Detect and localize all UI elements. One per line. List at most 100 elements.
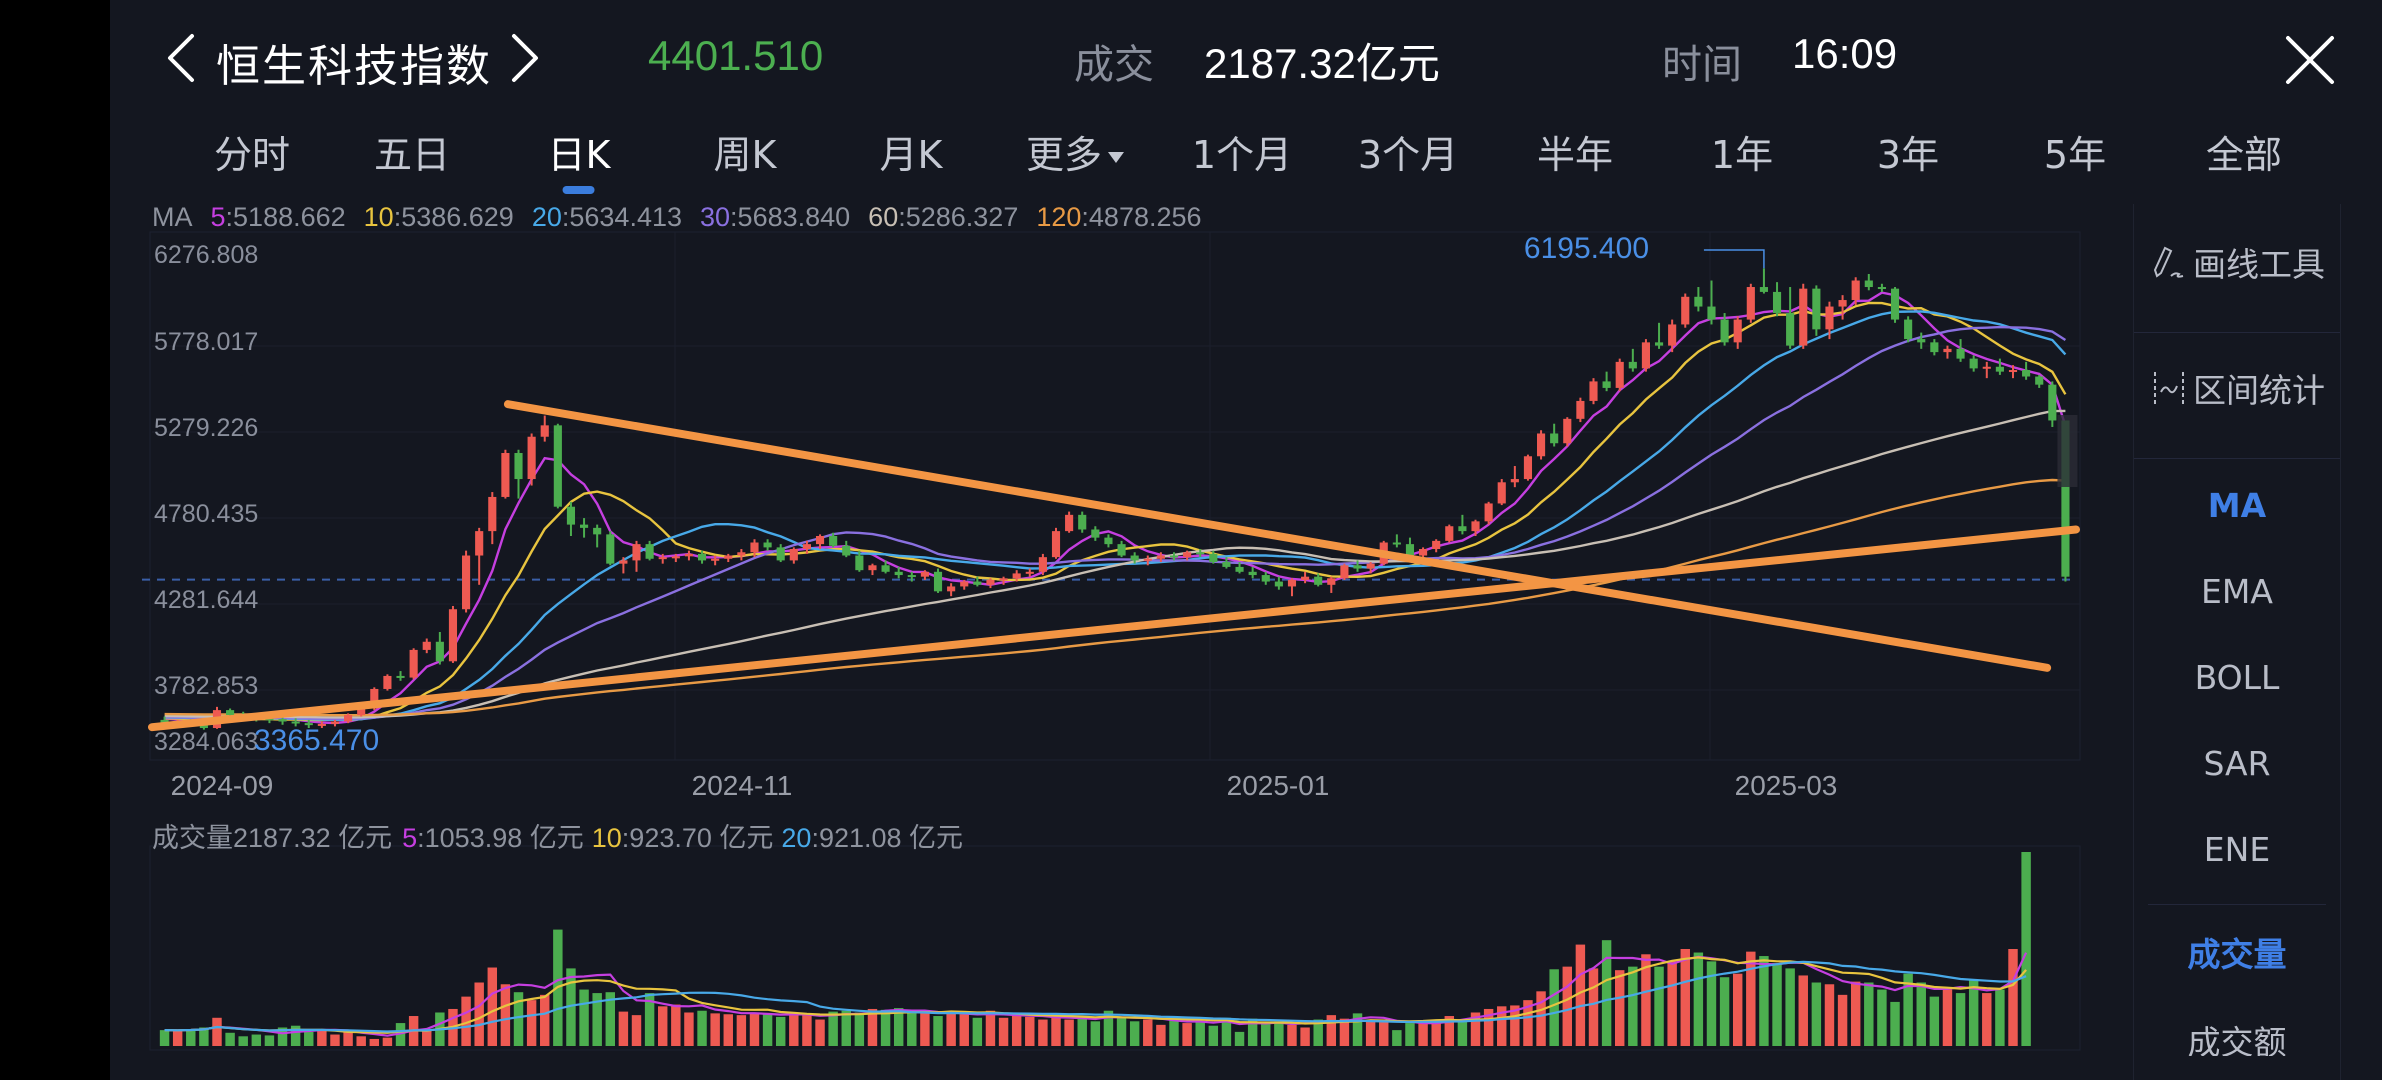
indicator-ene[interactable]: ENE bbox=[2203, 830, 2271, 869]
current-price: 4401.510 bbox=[648, 32, 824, 79]
volume-bar bbox=[605, 992, 616, 1046]
y-tick-label: 3782.853 bbox=[154, 672, 259, 700]
legend-item: 120:4878.256 bbox=[1036, 202, 1201, 232]
tab-2[interactable]: 日K bbox=[548, 124, 610, 194]
candle-body bbox=[973, 581, 982, 585]
volume-plot-frame bbox=[149, 845, 2081, 1051]
range-stats-icon bbox=[2154, 372, 2184, 404]
volume-bar bbox=[841, 1010, 851, 1046]
indicator-sar[interactable]: SAR bbox=[2203, 744, 2271, 783]
chevron-right-icon[interactable] bbox=[504, 30, 544, 86]
sub-indicator-volume[interactable]: 成交量 bbox=[2187, 935, 2287, 974]
candle-body bbox=[1353, 565, 1362, 569]
volume-bar bbox=[867, 1008, 878, 1046]
volume-bar bbox=[1785, 968, 1795, 1046]
volume-bar bbox=[1444, 1016, 1455, 1046]
chevron-left-icon[interactable] bbox=[162, 30, 202, 86]
price-plot-frame bbox=[149, 231, 2081, 761]
volume-bar bbox=[1850, 981, 1861, 1046]
candle-body bbox=[697, 553, 707, 561]
tab-4[interactable]: 月K bbox=[880, 124, 943, 179]
tab-0[interactable]: 分时 bbox=[214, 124, 290, 179]
legend-item: 30:5683.840 bbox=[700, 202, 850, 232]
volume-bar bbox=[540, 994, 550, 1046]
candle-body bbox=[1825, 306, 1834, 330]
x-tick-label: 2024-09 bbox=[170, 770, 274, 801]
divider bbox=[2134, 458, 2340, 459]
drawing-tool-button[interactable]: 画线工具 bbox=[2134, 238, 2340, 286]
candle-body bbox=[711, 558, 720, 561]
volume-bar bbox=[1549, 969, 1559, 1046]
tab-3[interactable]: 周K bbox=[714, 124, 777, 179]
tab-6[interactable]: 1个月 bbox=[1192, 124, 1292, 179]
vol-ma20-line bbox=[164, 960, 2027, 1033]
period-tabs: 分时 五日 日K 周K 月K 更多 1个月 3个月 半年 1年 3年 5年 全部 bbox=[110, 118, 2382, 198]
index-title[interactable]: 恒生科技指数 bbox=[216, 41, 492, 92]
volume-bar bbox=[1025, 1016, 1035, 1046]
indicator-ema[interactable]: EMA bbox=[2201, 572, 2273, 611]
candle-body bbox=[606, 534, 615, 564]
indicator-boll[interactable]: BOLL bbox=[2194, 658, 2280, 697]
volume-bar bbox=[1090, 1021, 1101, 1046]
close-icon[interactable] bbox=[2282, 32, 2338, 88]
tab-label: 3年 bbox=[1876, 133, 1940, 177]
high-marker-line bbox=[1703, 249, 1765, 269]
candle-body bbox=[1314, 576, 1323, 585]
tab-8[interactable]: 半年 bbox=[1537, 124, 1613, 179]
tab-label: 5年 bbox=[2043, 133, 2107, 177]
y-tick-label: 5279.226 bbox=[154, 414, 259, 442]
tab-1[interactable]: 五日 bbox=[374, 124, 450, 179]
ascending-support-trendline[interactable] bbox=[148, 525, 2080, 732]
candle-body bbox=[566, 506, 576, 525]
volume-bar bbox=[566, 968, 576, 1046]
legend-period: 30 bbox=[700, 202, 731, 232]
tab-9[interactable]: 1年 bbox=[1711, 124, 1773, 179]
x-tick-label: 2024-11 bbox=[691, 770, 793, 801]
candle-body bbox=[1851, 280, 1860, 301]
candle-body bbox=[776, 547, 785, 561]
candle-body bbox=[1484, 503, 1493, 522]
volume-bar bbox=[1300, 1027, 1310, 1046]
kline-chart[interactable] bbox=[110, 0, 2130, 1080]
candle-body bbox=[1366, 563, 1375, 569]
tab-label: 半年 bbox=[1536, 133, 1614, 177]
descending-resistance-trendline[interactable] bbox=[503, 400, 2052, 672]
tab-11[interactable]: 5年 bbox=[2044, 124, 2106, 179]
volume-bar bbox=[933, 1016, 943, 1046]
candle-body bbox=[1654, 342, 1664, 346]
candle-body bbox=[2035, 376, 2044, 385]
candle-body bbox=[737, 552, 746, 556]
candle-body bbox=[475, 531, 484, 556]
legend-value: :5286.327 bbox=[898, 202, 1019, 232]
sub-indicator-turnover[interactable]: 成交额 bbox=[2187, 1023, 2287, 1056]
candle-body bbox=[2022, 370, 2031, 377]
volume-bar bbox=[697, 1010, 707, 1046]
tab-7[interactable]: 3个月 bbox=[1358, 124, 1458, 179]
divider bbox=[2148, 904, 2326, 905]
tab-5[interactable]: 更多 bbox=[1026, 124, 1125, 179]
y-tick-label: 4780.435 bbox=[154, 500, 259, 528]
indicator-ma[interactable]: MA bbox=[2207, 486, 2267, 525]
range-stats-button[interactable]: 区间统计 bbox=[2134, 364, 2340, 412]
time-value: 16:09 bbox=[1792, 30, 1898, 77]
volume-bar bbox=[1903, 973, 1913, 1046]
legend-period: 5 bbox=[402, 823, 418, 853]
candle-body bbox=[619, 560, 628, 564]
x-tick-label: 2025-03 bbox=[1734, 770, 1838, 801]
volume-bar bbox=[1169, 1018, 1179, 1046]
volume-bar bbox=[828, 1011, 838, 1046]
legend-value: :921.08 亿元 bbox=[811, 823, 964, 853]
volume-bar bbox=[1942, 989, 1953, 1046]
tab-10[interactable]: 3年 bbox=[1877, 124, 1939, 179]
tab-12[interactable]: 全部 bbox=[2206, 124, 2282, 179]
indicator-panel: 画线工具 区间统计 MA EMA BOLL SAR ENE 成交量 成交额 bbox=[2133, 204, 2341, 1080]
candle-body bbox=[226, 710, 235, 715]
candle-body bbox=[1628, 361, 1637, 369]
candle-body bbox=[1969, 358, 1978, 369]
candle-body bbox=[1301, 576, 1310, 580]
volume-bar bbox=[1798, 975, 1808, 1046]
candle-body bbox=[1759, 287, 1768, 292]
candle-body bbox=[1602, 381, 1611, 388]
candle-body bbox=[1799, 288, 1808, 346]
candle-body bbox=[2048, 384, 2057, 421]
